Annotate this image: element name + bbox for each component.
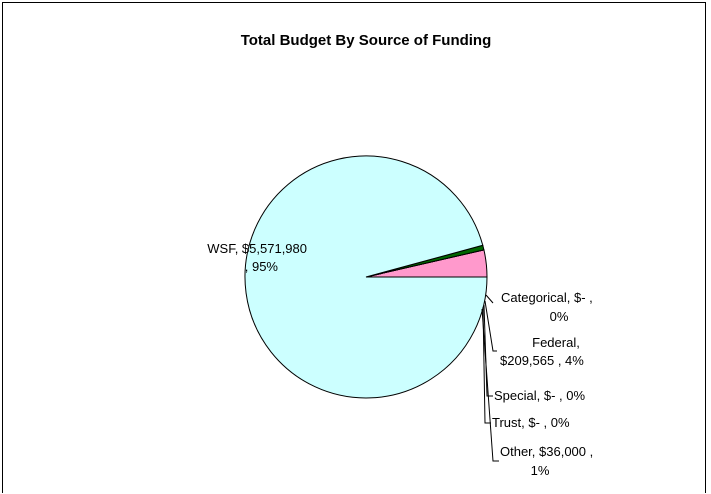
leader-special [483, 304, 493, 397]
pie-chart: Total Budget By Source of Funding WSF, $… [207, 32, 593, 478]
label-other-line1: Other, $36,000 , [500, 444, 593, 459]
label-categorical-line2: 0% [550, 309, 569, 324]
pie-slice-wsf [244, 155, 488, 399]
chart-title: Total Budget By Source of Funding [241, 32, 492, 49]
label-trust: Trust, $- , 0% [492, 415, 570, 430]
label-federal-line1: Federal, [532, 335, 580, 350]
leader-other [481, 308, 499, 462]
leader-categorical [485, 294, 494, 304]
leader-lines [481, 294, 499, 462]
leader-federal [484, 300, 497, 352]
leader-trust [482, 306, 491, 424]
label-federal-line2: $209,565 , 4% [500, 353, 584, 368]
label-wsf-line2: , 95% [245, 259, 279, 274]
label-other-line2: 1% [531, 463, 550, 478]
label-categorical-line1: Categorical, $- , [501, 290, 593, 305]
label-wsf-line1: WSF, $5,571,980 [207, 241, 307, 256]
pie-slices [244, 155, 488, 399]
label-special: Special, $- , 0% [494, 388, 585, 403]
